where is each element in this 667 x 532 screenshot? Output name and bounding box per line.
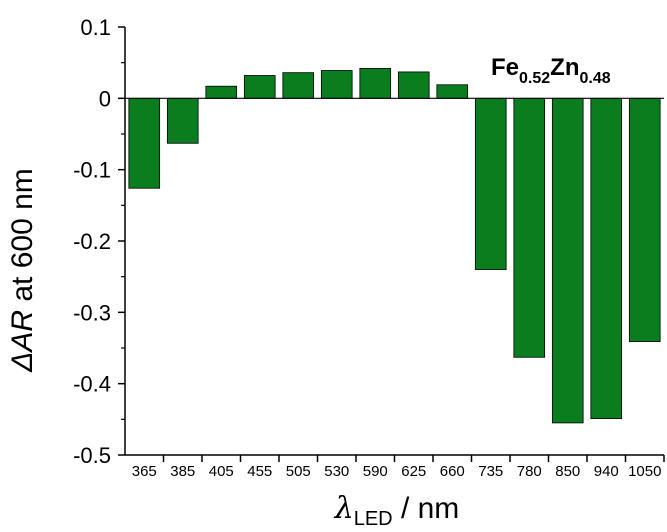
x-axis-title-subscript: LED — [354, 508, 393, 530]
x-tick-label: 625 — [401, 463, 426, 480]
x-tick-label: 940 — [594, 463, 619, 480]
x-tick-label: 735 — [478, 463, 503, 480]
bar-590 — [359, 67, 392, 99]
annotation-main-2: Zn — [550, 54, 579, 81]
x-tick-label: 455 — [247, 463, 272, 480]
bar-385 — [166, 97, 199, 144]
x-axis-title-rest: / nm — [393, 492, 460, 525]
x-tick-label: 365 — [132, 463, 157, 480]
bar-530 — [320, 70, 353, 99]
y-axis-title-prefix: Δ — [6, 352, 39, 373]
bar-940 — [590, 97, 623, 420]
x-tick-label: 850 — [555, 463, 580, 480]
x-tick-label: 660 — [440, 463, 465, 480]
annotation-sub-2: 0.48 — [579, 70, 610, 87]
bar-735 — [474, 97, 507, 270]
x-tick-label: 505 — [286, 463, 311, 480]
y-ticks-group: 0.1 0 -0.1 -0.2 -0.3 -0.4 -0.5 — [73, 15, 125, 468]
bar-455 — [243, 75, 276, 99]
bar-505 — [282, 72, 315, 99]
y-axis-title-rest: at 600 nm — [6, 168, 39, 310]
x-tick-label: 405 — [209, 463, 234, 480]
x-axis-title-symbol: λ — [334, 491, 354, 526]
y-tick-label: 0 — [99, 86, 111, 111]
y-tick-label: -0.1 — [73, 158, 111, 183]
bar-660 — [436, 84, 469, 99]
bar-780 — [513, 97, 546, 358]
y-axis-title-italic: AR — [6, 310, 39, 354]
x-axis-title: λLED / nm — [334, 491, 460, 530]
sample-annotation: Fe0.52Zn0.48 — [491, 54, 611, 87]
bars-group — [128, 67, 661, 424]
y-tick-label: 0.1 — [80, 15, 111, 40]
y-axis-title: ΔAR at 600 nm — [6, 168, 39, 373]
x-tick-label: 530 — [324, 463, 349, 480]
y-tick-label: -0.5 — [73, 443, 111, 468]
bar-625 — [397, 71, 430, 99]
y-tick-label: -0.3 — [73, 300, 111, 325]
x-tick-label: 1050 — [628, 463, 661, 480]
y-tick-label: -0.4 — [73, 372, 111, 397]
bar-405 — [205, 85, 238, 99]
bar-365 — [128, 97, 161, 189]
x-tick-label: 385 — [170, 463, 195, 480]
bar-850 — [551, 97, 584, 424]
x-tick-label: 590 — [363, 463, 388, 480]
annotation-sub-1: 0.52 — [519, 70, 550, 87]
bar-1050 — [628, 97, 661, 342]
x-ticks-group: 365 385 405 455 505 530 590 625 660 735 780 850 940 1… — [132, 455, 665, 480]
y-tick-label: -0.2 — [73, 229, 111, 254]
x-tick-label: 780 — [517, 463, 542, 480]
annotation-main-1: Fe — [491, 54, 519, 81]
